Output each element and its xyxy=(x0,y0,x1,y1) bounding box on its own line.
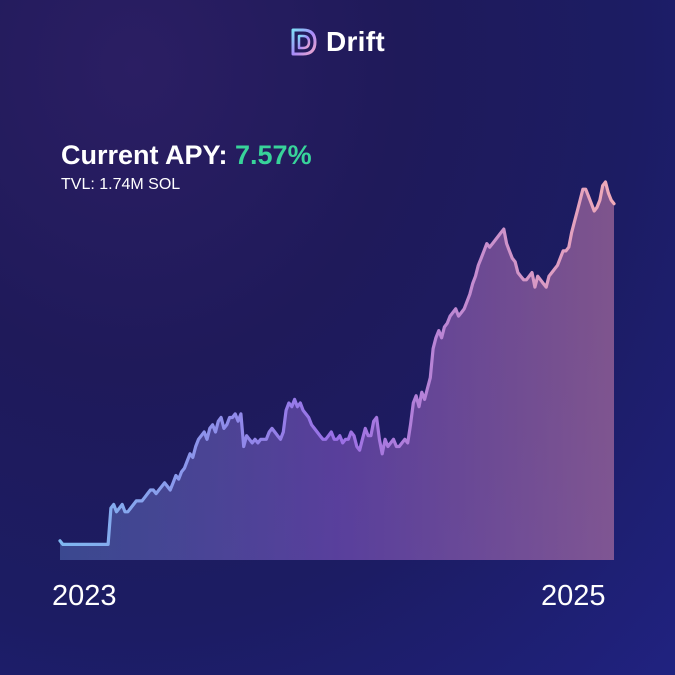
brand-logo: Drift xyxy=(0,26,675,58)
x-tick-label-start: 2023 xyxy=(52,580,117,612)
area-fill xyxy=(60,182,614,560)
series-line xyxy=(58,180,616,546)
current-apy-heading: Current APY: 7.57% xyxy=(61,140,312,171)
apy-label: Current APY: xyxy=(61,140,236,170)
drift-logo-icon xyxy=(291,28,317,56)
x-tick-label-end: 2025 xyxy=(541,580,606,612)
apy-value: 7.57% xyxy=(235,140,312,170)
tvl-value: TVL: 1.74M SOL xyxy=(61,176,181,193)
brand-name: Drift xyxy=(325,26,386,57)
